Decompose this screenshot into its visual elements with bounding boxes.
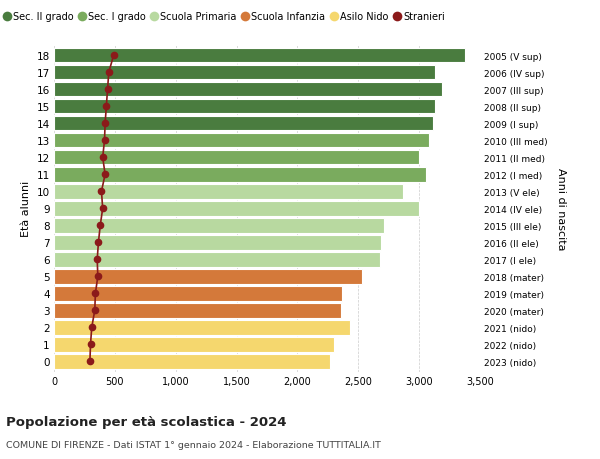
Bar [54,49,466,63]
Bar [54,168,427,182]
Bar [54,117,433,131]
Bar [54,303,341,318]
Bar [54,151,419,165]
Legend: Sec. II grado, Sec. I grado, Scuola Primaria, Scuola Infanzia, Asilo Nido, Stran: Sec. II grado, Sec. I grado, Scuola Prim… [0,8,449,26]
Bar [54,337,334,352]
Bar [54,235,382,250]
Bar [54,252,380,267]
Text: COMUNE DI FIRENZE - Dati ISTAT 1° gennaio 2024 - Elaborazione TUTTITALIA.IT: COMUNE DI FIRENZE - Dati ISTAT 1° gennai… [6,440,381,449]
Bar [54,320,350,335]
Y-axis label: Anni di nascita: Anni di nascita [556,168,566,250]
Bar [54,202,419,216]
Y-axis label: Età alunni: Età alunni [21,181,31,237]
Bar [54,269,362,284]
Bar [54,286,343,301]
Bar [54,100,435,114]
Bar [54,83,442,97]
Text: Popolazione per età scolastica - 2024: Popolazione per età scolastica - 2024 [6,415,287,428]
Bar [54,134,429,148]
Bar [54,185,403,199]
Bar [54,218,384,233]
Bar [54,66,435,80]
Bar [54,354,330,369]
